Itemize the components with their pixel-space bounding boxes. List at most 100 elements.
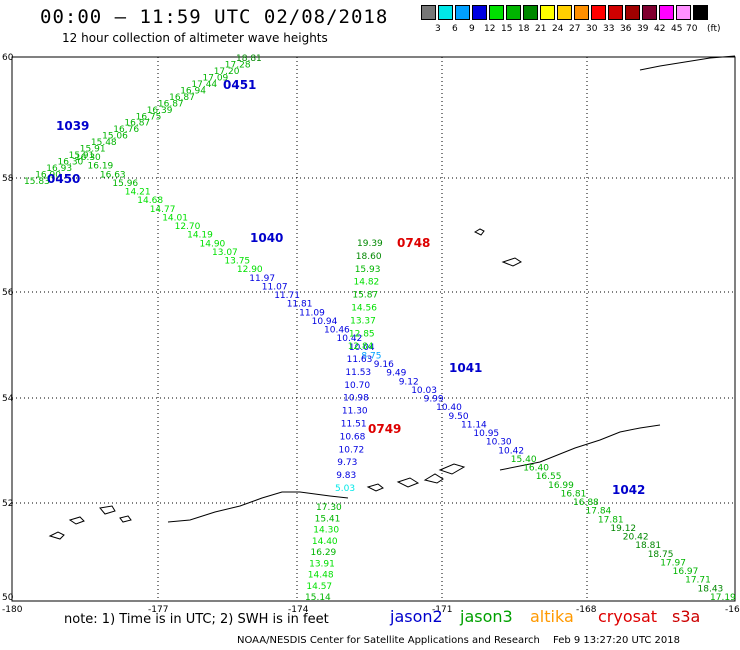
- st-paul-island: [473, 228, 485, 236]
- scale-swatch: [574, 5, 589, 20]
- scale-label: 27: [569, 24, 581, 34]
- swh-value: 11.53: [345, 368, 371, 378]
- swh-value: 16.90: [35, 171, 61, 181]
- swh-value: 17.30: [316, 503, 342, 513]
- swh-value: 16.75: [136, 112, 162, 122]
- track-values: 18.8117.2817.2017.0917.4416.9416.8716.87…: [24, 54, 736, 603]
- swh-value: 13.07: [212, 248, 238, 258]
- scale-swatch: [489, 5, 504, 20]
- swh-value: 10.95: [473, 429, 499, 439]
- scale-swatch: [676, 5, 691, 20]
- swh-value: 11.71: [274, 291, 300, 301]
- scale-label: 9: [469, 24, 475, 34]
- swh-value: 18.75: [648, 550, 674, 560]
- scale-label: 70: [686, 24, 698, 34]
- swh-value: 16.93: [46, 164, 72, 174]
- map-border: [11, 56, 736, 602]
- swh-value: 11.07: [262, 282, 288, 292]
- swh-value: 15.14: [305, 593, 331, 603]
- aleutian-islands-west: [167, 491, 349, 523]
- swh-value: 16.40: [523, 464, 549, 474]
- swh-value: 5.03: [335, 484, 355, 494]
- scale-unit: (ft): [707, 24, 721, 34]
- swh-value: 12.85: [349, 329, 375, 339]
- lat-tick-54: 54: [2, 394, 14, 404]
- swh-value: 18.43: [698, 584, 724, 594]
- swh-value: 11.63: [347, 355, 373, 365]
- swh-value: 10.98: [343, 394, 369, 404]
- swh-value: 15.93: [355, 265, 381, 275]
- pass-id-0450: 0450: [47, 172, 80, 186]
- swh-value: 17.81: [598, 515, 624, 525]
- swh-value: 10.46: [324, 326, 350, 336]
- page-subtitle: 12 hour collection of altimeter wave hei…: [62, 31, 328, 45]
- swh-value: 11.97: [249, 274, 275, 284]
- swh-value: 13.37: [350, 316, 376, 326]
- swh-value: 11.30: [342, 407, 368, 417]
- swh-value: 16.81: [561, 490, 587, 500]
- swh-value: 15.91: [69, 151, 95, 161]
- scale-swatch: [523, 5, 538, 20]
- swh-value: 13.75: [224, 257, 250, 267]
- swh-value: 15.91: [80, 145, 106, 155]
- lat-tick-58: 58: [2, 174, 14, 184]
- scale-label: 3: [435, 24, 441, 34]
- tick-labels: 60 58 56 54 52 50 -180 -177 -174 -171 -1…: [2, 53, 740, 615]
- footer-credit: NOAA/NESDIS Center for Satellite Applica…: [237, 635, 540, 646]
- swh-value: 18.81: [635, 541, 661, 551]
- swh-value: 14.30: [313, 526, 339, 536]
- lon-tick-177: -177: [148, 605, 168, 615]
- swh-value: 16.97: [673, 567, 699, 577]
- swh-value: 16.30: [75, 153, 101, 163]
- scale-swatch: [642, 5, 657, 20]
- scale-label: 30: [586, 24, 598, 34]
- legend-cryosat: cryosat: [598, 607, 658, 626]
- lat-tick-56: 56: [2, 288, 14, 298]
- swh-value: 9.50: [449, 412, 469, 422]
- swh-value: 10.40: [436, 403, 462, 413]
- lat-tick-52: 52: [2, 499, 13, 509]
- swh-value: 10.68: [340, 432, 366, 442]
- page-title: 00:00 – 11:59 UTC 02/08/2018: [40, 6, 389, 28]
- swh-value: 14.56: [351, 304, 377, 314]
- scale-label: 42: [654, 24, 666, 34]
- swh-value: 14.19: [187, 231, 213, 241]
- scale-label: 24: [552, 24, 564, 34]
- alaska-peninsula: [499, 424, 661, 471]
- swh-value: 15.06: [102, 132, 128, 142]
- swh-value: 16.19: [88, 162, 114, 172]
- lon-tick-168: -168: [576, 605, 597, 615]
- swh-value: 14.77: [150, 205, 176, 215]
- swh-value: 17.09: [203, 73, 229, 83]
- swh-value: 9.12: [399, 377, 419, 387]
- swh-value: 15.40: [511, 455, 537, 465]
- scale-swatch: [540, 5, 555, 20]
- swh-value: 12.70: [175, 222, 201, 232]
- swh-value: 16.99: [548, 481, 574, 491]
- scale-label: 33: [603, 24, 615, 34]
- scale-label: 12: [484, 24, 496, 34]
- legend-jason3: jason3: [460, 607, 513, 626]
- swh-value: 17.84: [586, 507, 612, 517]
- scale-label: 6: [452, 24, 458, 34]
- swh-value: 10.04: [349, 343, 375, 353]
- scale-label: 18: [518, 24, 530, 34]
- swh-value: 16.63: [100, 170, 126, 180]
- swh-value: 17.28: [225, 61, 251, 71]
- swh-value: 19.39: [357, 239, 383, 249]
- mainland-coast-north: [639, 55, 736, 71]
- swh-value: 14.40: [312, 537, 338, 547]
- swh-value: 11.09: [299, 308, 325, 318]
- swh-value: 17.19: [710, 593, 736, 603]
- swh-value: 10.03: [411, 386, 437, 396]
- swh-value: 16.55: [536, 472, 562, 482]
- swh-value: 15.96: [112, 179, 138, 189]
- scale-swatch: [438, 5, 453, 20]
- swh-value: 9.49: [386, 369, 406, 379]
- swh-value: 15.87: [352, 291, 378, 301]
- swh-value: 16.94: [180, 86, 206, 96]
- swh-value: 16.87: [124, 119, 150, 129]
- swh-value: 15.48: [91, 138, 117, 148]
- map-grid: [12, 57, 735, 601]
- scale-swatch: [455, 5, 470, 20]
